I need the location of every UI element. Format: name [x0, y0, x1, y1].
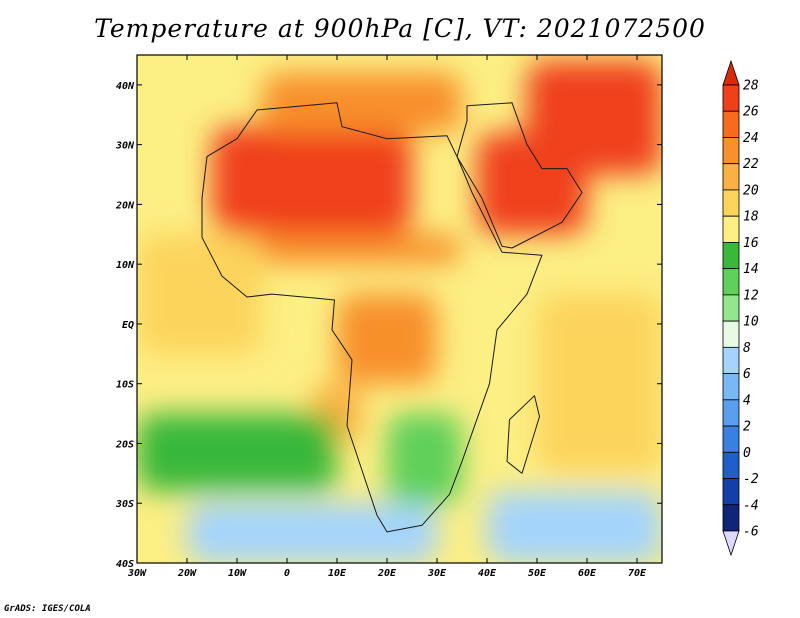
x-axis-ticks: 30W 20W 10W 0 10E 20E 30E 40E 50E 60E 70E	[127, 55, 647, 579]
x-tick-label: 30E	[427, 568, 447, 579]
region-south-atlantic-subtropics	[137, 413, 337, 492]
x-tick-label: 10W	[228, 568, 247, 579]
region-sahara	[212, 126, 412, 235]
colorbar-swatch	[722, 137, 740, 165]
y-axis-ticks: 40N 30N 20N 10N EQ 10S 20S 30S 40S	[115, 81, 662, 570]
y-tick-label: 10S	[116, 380, 134, 391]
y-tick-label: 30S	[115, 499, 134, 510]
colorbar-swatch	[722, 110, 740, 138]
region-indian-ocean	[537, 294, 662, 474]
colorbar-swatch	[722, 478, 740, 506]
colorbar-label: 0	[743, 446, 751, 461]
colorbar-label: 4	[743, 393, 751, 408]
y-tick-label: 40S	[116, 559, 134, 570]
region-iran-middle-east	[527, 60, 662, 175]
colorbar-label: 2	[743, 420, 751, 435]
region-congo-basin	[337, 294, 437, 384]
y-tick-label: 40N	[116, 81, 135, 92]
y-tick-label: 20N	[115, 200, 135, 211]
coastline-madagascar	[506, 395, 540, 474]
colorbar-swatch	[722, 346, 740, 374]
region-mediterranean	[262, 72, 462, 133]
colorbar-swatch-min	[722, 530, 740, 557]
colorbar-swatch	[722, 425, 740, 453]
colorbar-label: -4	[743, 498, 759, 513]
colorbar-swatch	[722, 399, 740, 427]
region-tropical-atlantic	[137, 234, 262, 354]
colorbar-label: 22	[743, 157, 759, 172]
colorbar-label: 10	[743, 315, 759, 330]
colorbar-swatch	[722, 451, 740, 479]
y-tick-label: 10N	[116, 260, 135, 271]
colorbar-label: 28	[743, 79, 759, 94]
region-sahel	[212, 234, 462, 265]
colorbar-swatch	[722, 320, 740, 348]
colorbar-label: -6	[743, 525, 759, 540]
colorbar-label: -2	[743, 472, 759, 487]
colorbar-swatch	[722, 242, 740, 270]
x-tick-label: 40E	[478, 568, 497, 579]
coastlines	[201, 102, 583, 533]
y-tick-label: 30N	[115, 141, 135, 152]
colorbar-swatch	[722, 84, 740, 112]
colorbar-label: 16	[743, 236, 759, 251]
colorbar-label: 18	[743, 210, 759, 225]
coastline-arabia	[456, 102, 583, 249]
chart-title: Temperature at 900hPa [C], VT: 202107250…	[94, 14, 706, 43]
colorbar-label: 26	[743, 105, 759, 120]
x-tick-label: 70E	[628, 568, 647, 579]
x-tick-label: 0	[284, 568, 290, 579]
colorbar-swatch	[722, 373, 740, 401]
colorbar-label: 8	[743, 341, 751, 356]
region-southern-africa-interior	[387, 413, 462, 504]
y-tick-label: 20S	[115, 439, 134, 450]
plot-frame	[136, 54, 663, 564]
x-tick-label: 30W	[127, 568, 147, 579]
x-tick-label: 10E	[328, 568, 347, 579]
x-tick-label: 50E	[528, 568, 547, 579]
region-south-indian-ocean	[487, 491, 662, 563]
region-southern-ocean	[187, 503, 437, 563]
colorbar-label: 20	[743, 183, 759, 198]
colorbar-swatch	[722, 163, 740, 191]
colorbar-swatch	[722, 504, 740, 532]
coastline-africa	[201, 102, 543, 533]
colorbar-label: 14	[743, 262, 759, 277]
x-tick-label: 20W	[177, 568, 197, 579]
colorbar-label: 24	[743, 131, 759, 146]
colorbar-label: 12	[743, 288, 759, 303]
x-tick-label: 20E	[377, 568, 397, 579]
temperature-field	[137, 55, 662, 563]
colorbar-label: 6	[743, 367, 751, 382]
colorbar-swatch	[722, 294, 740, 322]
colorbar-swatch	[722, 268, 740, 296]
x-tick-label: 60E	[578, 568, 597, 579]
colorbar-swatch	[722, 189, 740, 217]
colorbar-swatch-max	[722, 59, 740, 86]
colorbar-swatch	[722, 215, 740, 243]
grads-credit: GrADS: IGES/COLA	[4, 604, 91, 614]
y-tick-label: EQ	[122, 320, 134, 331]
